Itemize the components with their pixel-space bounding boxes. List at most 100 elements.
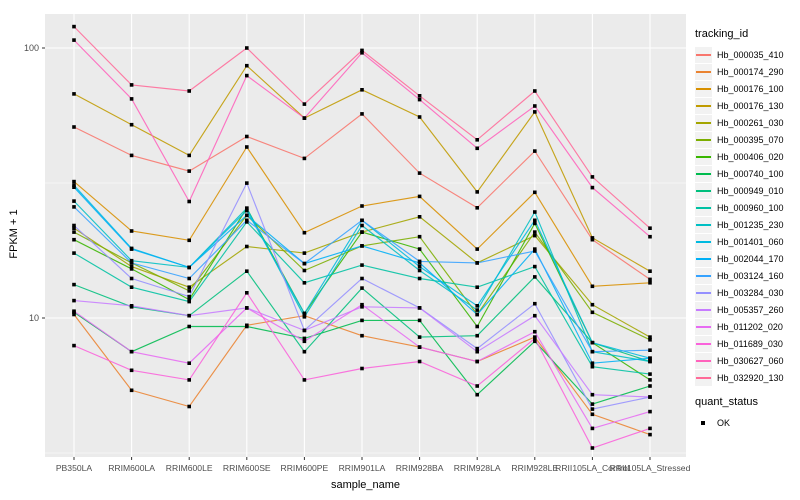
legend-key-line-icon [695,199,712,216]
legend-item-Hb_011689_030: Hb_011689_030 [695,335,800,352]
legend-key-line-icon [695,369,712,386]
data-point [302,336,307,341]
legend-key-line-icon [695,250,712,267]
data-point [590,185,595,190]
data-point [590,412,595,417]
data-point [129,258,134,263]
data-point [475,346,479,351]
data-point [648,226,652,230]
legend-item-Hb_000176_100: Hb_000176_100 [695,80,800,97]
data-point [648,335,652,339]
data-point [417,194,422,199]
legend-item-label: Hb_000395_070 [717,134,784,145]
data-point [302,268,307,273]
data-point [648,234,652,239]
data-point [187,404,191,409]
data-point [417,359,422,364]
data-point [360,112,364,116]
legend-item-Hb_002044_170: Hb_002044_170 [695,250,800,267]
data-point [129,247,134,251]
legend-item-Hb_001235_230: Hb_001235_230 [695,216,800,233]
data-point [187,361,191,365]
data-point [187,294,191,299]
data-point [129,388,134,393]
data-point [417,345,422,349]
legend-item-label: Hb_000740_100 [717,168,784,179]
data-point [648,378,652,382]
data-point [417,215,422,219]
legend-tracking-items: Hb_000035_410 Hb_000174_290 Hb_000176_100 H… [695,46,800,386]
data-point [533,233,537,238]
legend-key-line-icon [695,267,712,284]
legend-key-line-icon [695,165,712,182]
data-point [475,312,479,317]
data-point [302,349,307,354]
data-point [360,204,364,208]
legend-item-label: Hb_000949_010 [717,185,784,196]
data-point [187,238,191,243]
data-point [533,329,537,334]
data-point [590,340,595,345]
data-point [245,206,249,210]
data-point [475,285,479,289]
data-point [590,236,595,240]
x-axis-title: sample_name [330,479,401,491]
data-point [72,312,76,317]
legend-item-label: Hb_001235_230 [717,219,784,230]
data-point [187,378,191,382]
data-point [475,333,479,338]
x-tick-label: RRIM928LA [454,463,501,473]
data-point [590,284,595,289]
data-point [302,102,307,106]
data-point [648,372,652,376]
x-tick-label: PB350LA [56,463,93,473]
quant-ok-label: OK [717,417,731,428]
legend-key-line-icon [695,233,712,250]
data-point [129,304,134,308]
data-point [590,361,595,365]
data-point [648,432,652,437]
data-point [417,268,422,273]
legend-key-line-icon [695,114,712,131]
data-point [302,311,307,316]
data-point [475,247,479,251]
data-point [533,264,537,269]
data-point [533,336,537,341]
data-point [360,51,364,55]
data-point [72,38,76,42]
data-point [129,229,134,233]
legend-key-line-icon [695,46,712,63]
data-point [129,261,134,265]
data-point [302,281,307,285]
data-point [129,368,134,373]
legend-item-label: Hb_011202_020 [717,321,783,332]
data-point [129,267,134,271]
data-point [533,301,537,306]
legend-title-tracking-id: tracking_id [695,28,749,40]
data-point [245,244,249,249]
data-point [533,149,537,153]
data-point [590,364,595,369]
x-tick-label: RRIM600LA [108,463,155,473]
x-tick-label: RRII105LA_Stressed [610,463,691,473]
data-point [360,286,364,290]
data-point [302,328,307,333]
data-point [129,276,134,281]
data-point [417,318,422,323]
data-point [648,281,652,285]
y-tick-label: 10 [29,313,39,323]
legend-item-label: Hb_000406_020 [717,151,784,162]
data-point [72,205,76,209]
data-point [245,306,249,310]
data-point [187,153,191,158]
data-point [590,402,595,406]
data-point [129,97,134,101]
legend-item-label: Hb_005357_260 [717,304,784,315]
data-point [302,378,307,382]
legend-item-Hb_000740_100: Hb_000740_100 [695,165,800,182]
legend-item-Hb_003284_030: Hb_003284_030 [695,284,800,301]
data-point [302,230,307,235]
data-point [648,338,652,342]
data-point [129,285,134,289]
